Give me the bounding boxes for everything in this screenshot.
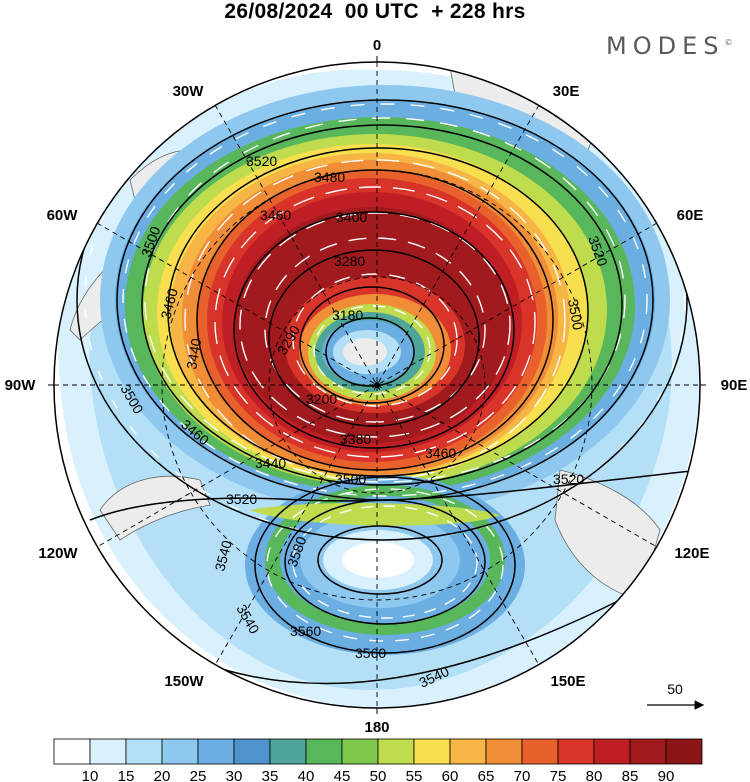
contour-label: 3280 <box>334 253 365 269</box>
colorbar-tick-label: 45 <box>334 768 351 782</box>
colorbar-swatch <box>449 738 487 765</box>
colorbar-tick-label: 80 <box>586 768 603 782</box>
colorbar-swatch <box>377 738 415 765</box>
contour-label: 3460 <box>425 445 456 461</box>
colorbar-swatch <box>413 738 451 765</box>
colorbar-tick-label: 85 <box>622 768 639 782</box>
contour-label: 3480 <box>314 169 345 185</box>
contour-label: 3440 <box>255 455 286 471</box>
lon-label-150e: 150E <box>550 673 585 690</box>
colorbar-swatch <box>125 738 163 765</box>
colorbar-swatch <box>593 738 631 765</box>
colorbar-swatch <box>197 738 235 765</box>
colorbar-swatch <box>665 738 703 765</box>
contour-label: 3540 <box>211 538 235 572</box>
colorbar-swatch <box>341 738 379 765</box>
longitude-labels: 0 30E 60E 90E 120E 150E 180 150W 120W 90… <box>5 37 748 736</box>
colorbar-tick-label: 70 <box>514 768 531 782</box>
colorbar-swatch <box>269 738 307 765</box>
lon-label-90e: 90E <box>721 377 748 394</box>
contour-label: 3440 <box>183 337 204 371</box>
map-title: 26/08/2024 00 UTC + 228 hrs <box>224 0 526 23</box>
contour-label: 3560 <box>290 623 321 639</box>
colorbar-tick-label: 15 <box>118 768 135 782</box>
contour-label: 3520 <box>246 153 277 169</box>
contour-label: 3500 <box>335 471 366 487</box>
lon-label-60w: 60W <box>47 207 79 224</box>
reference-vector: 50 <box>647 681 705 710</box>
colorbar: 10 15 20 25 30 35 40 45 50 55 60 65 70 75 80 85 90 <box>53 738 703 782</box>
colorbar-tick-label: 65 <box>478 768 495 782</box>
reference-vector-value: 50 <box>667 681 683 697</box>
colorbar-swatch <box>305 738 343 765</box>
contour-label: 3520 <box>226 491 257 507</box>
colorbar-tick-label: 10 <box>82 768 99 782</box>
brand-logo: MODES© <box>606 32 732 60</box>
colorbar-swatch <box>53 738 91 765</box>
brand-name: MODES <box>606 32 725 60</box>
contour-label: 3460 <box>157 286 181 320</box>
shaded-wind-field <box>54 62 700 708</box>
contour-label: 3500 <box>565 298 586 332</box>
colorbar-swatch <box>233 738 271 765</box>
colorbar-tick-label: 20 <box>154 768 171 782</box>
colorbar-swatch <box>485 738 523 765</box>
colorbar-tick-label: 75 <box>550 768 567 782</box>
colorbar-tick-label: 50 <box>370 768 387 782</box>
lon-label-0: 0 <box>373 37 381 54</box>
colorbar-swatch <box>557 738 595 765</box>
contour-label: 3380 <box>340 431 371 447</box>
lon-label-150w: 150W <box>164 673 204 690</box>
colorbar-swatch <box>521 738 559 765</box>
lon-label-180: 180 <box>364 719 389 736</box>
height-contours <box>76 62 700 685</box>
colorbar-tick-label: 25 <box>190 768 207 782</box>
colorbar-tick-label: 60 <box>442 768 459 782</box>
lon-label-30e: 30E <box>553 83 580 100</box>
colorbar-tick-label: 90 <box>658 768 675 782</box>
contour-label: 3460 <box>260 207 291 223</box>
colorbar-tick-label: 55 <box>406 768 423 782</box>
colorbar-tick-label: 40 <box>298 768 315 782</box>
lon-label-120e: 120E <box>674 545 709 562</box>
lon-label-30w: 30W <box>173 83 205 100</box>
contour-label: 3560 <box>355 645 386 661</box>
colorbar-swatch <box>629 738 667 765</box>
contour-label: 3180 <box>332 307 363 323</box>
lon-label-120w: 120W <box>38 545 78 562</box>
colorbar-swatch <box>89 738 127 765</box>
brand-mark: © <box>724 38 733 47</box>
colorbar-tick-label: 30 <box>226 768 243 782</box>
colorbar-swatch <box>161 738 199 765</box>
contour-label: 3520 <box>553 471 584 487</box>
graticule <box>54 62 700 708</box>
lon-label-60e: 60E <box>677 207 704 224</box>
boundary-ticks <box>48 56 706 714</box>
colorbar-tick-label: 35 <box>262 768 279 782</box>
contour-label: 3200 <box>306 391 337 407</box>
lon-label-90w: 90W <box>5 377 37 394</box>
contour-label: 3400 <box>336 209 367 225</box>
